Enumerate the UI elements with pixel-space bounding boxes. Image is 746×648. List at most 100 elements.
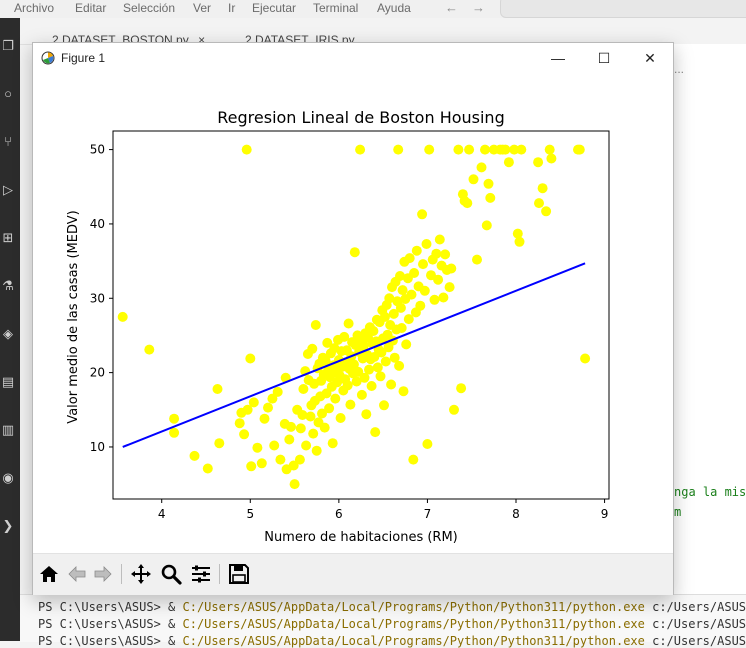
- scatter-point: [202, 463, 213, 474]
- scatter-point: [453, 144, 464, 155]
- menu-editar[interactable]: Editar: [75, 1, 107, 15]
- scatter-point: [288, 460, 299, 471]
- scatter-point: [245, 353, 256, 364]
- maximize-button[interactable]: ☐: [597, 49, 611, 66]
- editor-tabbar: 2.DATASET_BOSTON.py × 2.DATASET_IRIS.py: [20, 18, 746, 47]
- scatter-point: [284, 434, 295, 445]
- terminal-line: PS C:\Users\ASUS> & C:/Users/ASUS/AppDat…: [38, 634, 746, 648]
- scatter-point: [509, 144, 520, 155]
- scatter-point: [433, 274, 444, 285]
- menu-ir[interactable]: Ir: [228, 1, 236, 15]
- remote-icon[interactable]: ◉: [2, 470, 14, 485]
- scatter-point: [485, 192, 496, 203]
- scatter-point: [476, 162, 487, 173]
- x-tick-label: 4: [158, 507, 166, 521]
- scatter-point: [248, 397, 259, 408]
- save-icon[interactable]: [227, 562, 251, 586]
- forward-icon[interactable]: [91, 562, 115, 586]
- scatter-point: [541, 206, 552, 217]
- minimize-button[interactable]: —: [551, 50, 565, 66]
- arrow-right-icon[interactable]: →: [472, 0, 485, 15]
- figure-title: Figure 1: [61, 51, 106, 65]
- menu-terminal[interactable]: Terminal: [313, 1, 359, 15]
- zoom-icon[interactable]: [159, 562, 183, 586]
- scatter-point: [386, 379, 397, 390]
- testing-icon[interactable]: ⚗: [2, 278, 14, 293]
- scatter-point: [351, 376, 362, 387]
- scatter-point: [368, 326, 379, 336]
- pan-icon[interactable]: [129, 562, 153, 586]
- scatter-point: [574, 144, 585, 155]
- tab-close-icon[interactable]: ×: [198, 33, 206, 47]
- scatter-point: [321, 388, 332, 399]
- plot-canvas[interactable]: Regresion Lineal de Boston Housing Numer…: [33, 73, 673, 553]
- scatter-point: [169, 413, 180, 424]
- figure-toolbar: [33, 553, 673, 595]
- explorer-icon[interactable]: ❐: [2, 38, 14, 53]
- vscode-menubar: Archivo Editar Selección Ver Ir Ejecutar…: [0, 0, 746, 18]
- scatter-point: [404, 253, 415, 264]
- home-icon[interactable]: [37, 562, 61, 586]
- y-tick-label: 40: [90, 217, 105, 231]
- scatter-point: [169, 427, 180, 438]
- scatter-point: [353, 366, 364, 377]
- command-center[interactable]: [500, 0, 746, 18]
- scatter-point: [438, 292, 449, 303]
- scatter-point: [480, 144, 490, 155]
- menu-archivo[interactable]: Archivo: [14, 1, 55, 15]
- extensions-icon[interactable]: ⊞: [2, 230, 14, 245]
- scatter-point: [349, 247, 360, 258]
- y-tick-label: 30: [90, 291, 105, 305]
- source-control-icon[interactable]: ⑂: [4, 134, 12, 149]
- toolbar-separator: [219, 564, 220, 584]
- scatter-point: [419, 285, 430, 296]
- scatter-point: [117, 311, 128, 322]
- arrow-left-icon[interactable]: ←: [445, 0, 458, 15]
- scatter-point: [308, 428, 319, 439]
- scatter-point: [366, 381, 377, 391]
- menu-ayuda[interactable]: Ayuda: [377, 1, 411, 15]
- scatter-point: [375, 371, 386, 382]
- tab-iris[interactable]: 2.DATASET_IRIS.py: [245, 18, 355, 47]
- scatter-point: [372, 362, 383, 373]
- scatter-point: [418, 259, 428, 270]
- notebook-icon[interactable]: ▥: [1, 422, 15, 437]
- tab-boston[interactable]: 2.DATASET_BOSTON.py ×: [52, 18, 206, 47]
- terminal-panel[interactable]: PS C:\Users\ASUS> & C:/Users/ASUS/AppDat…: [20, 594, 746, 648]
- close-button[interactable]: ✕: [644, 49, 656, 66]
- scatter-point: [324, 403, 335, 414]
- scatter-point: [256, 458, 267, 469]
- scatter-point: [189, 450, 200, 461]
- scatter-point: [305, 411, 316, 422]
- run-debug-icon[interactable]: ▷: [3, 182, 13, 197]
- scatter-point: [320, 355, 331, 366]
- scatter-point: [345, 399, 356, 410]
- search-icon[interactable]: ○: [4, 86, 12, 101]
- scatter-point: [398, 386, 409, 397]
- x-axis-label: Numero de habitaciones (RM): [264, 530, 458, 545]
- menu-ver[interactable]: Ver: [193, 1, 212, 15]
- scatter-point: [415, 300, 426, 311]
- editor-area[interactable]: [672, 44, 746, 594]
- activity-bar: ❐ ○ ⑂ ▷ ⊞ ⚗ ◈ ▤ ▥ ◉ ❯: [0, 18, 20, 641]
- python-icon[interactable]: ◈: [3, 326, 13, 341]
- terminal-icon[interactable]: ❯: [2, 518, 14, 533]
- scatter-point: [434, 234, 445, 245]
- back-icon[interactable]: [65, 562, 89, 586]
- scatter-point: [464, 144, 475, 155]
- scatter-point: [343, 318, 354, 329]
- scatter-point: [422, 439, 433, 449]
- scatter-point: [483, 178, 494, 189]
- scatter-point: [395, 271, 405, 281]
- figure-titlebar[interactable]: Figure 1 — ☐ ✕: [33, 43, 673, 73]
- menu-ejecutar[interactable]: Ejecutar: [252, 1, 297, 15]
- editor-ellipsis: ...: [674, 62, 685, 76]
- configure-subplots-icon[interactable]: [189, 562, 213, 586]
- scatter-point: [388, 308, 399, 319]
- toolbar-separator: [121, 564, 122, 584]
- menu-seleccion[interactable]: Selección: [123, 1, 176, 15]
- database-icon[interactable]: ▤: [1, 374, 15, 389]
- scatter-point: [408, 454, 419, 465]
- scatter-point: [339, 331, 350, 342]
- x-tick-label: 5: [246, 507, 254, 521]
